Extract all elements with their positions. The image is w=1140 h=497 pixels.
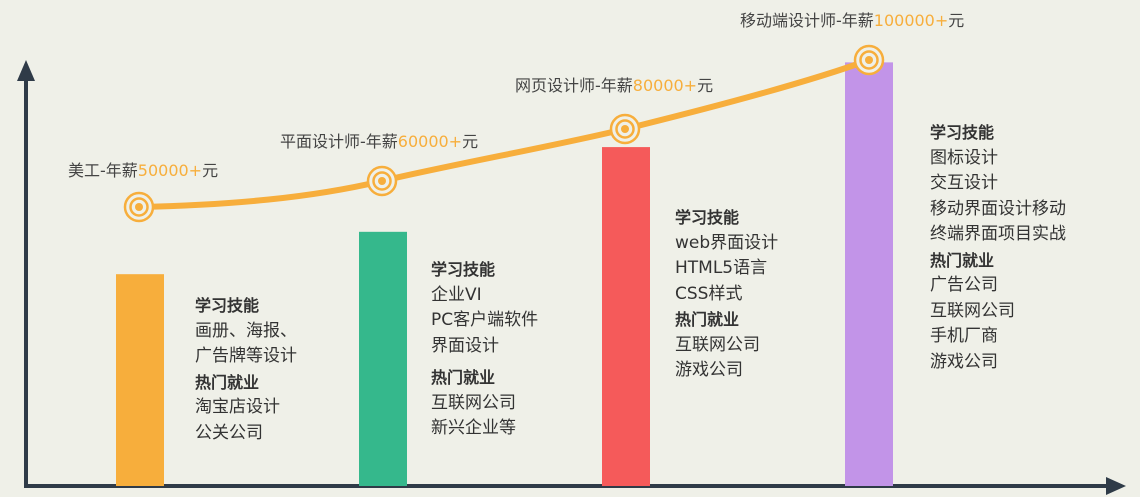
salary-point-1 [123,191,155,223]
job-item: 互联网公司 [930,300,1015,321]
job-item: 互联网公司 [431,392,516,413]
salary-unit: 元 [462,132,479,151]
job-item: 公关公司 [195,422,263,443]
x-axis-arrow [1106,477,1126,495]
marker-inner-ring [129,197,149,217]
salary-label-wangye: 网页设计师-年薪80000+元 [515,72,713,96]
skills-heading: 学习技能 [431,260,496,279]
salary-label-meigong: 美工-年薪50000+元 [68,157,218,181]
salary-point-2 [366,165,398,197]
jobs-heading: 热门就业 [930,250,995,270]
info-column-meigong: 学习技能 画册、海报、 广告牌等设计 热门就业 淘宝店设计 公关公司 [195,293,297,446]
skill-item: 画册、海报、 [195,320,297,341]
job-item: 广告公司 [930,275,998,295]
skill-item: 广告牌等设计 [195,346,297,366]
marker-dot [135,203,143,211]
skill-item: 交互设计 [930,173,998,193]
salary-point-3 [609,113,641,145]
marker-dot [865,56,873,64]
y-axis-arrow [17,60,35,81]
info-column-wangye: 学习技能 web界面设计 HTML5语言 CSS样式 热门就业 互联网公司 游戏… [675,205,778,384]
skills-heading: 学习技能 [675,208,740,227]
salary-unit: 元 [697,76,714,95]
salary-amount: 60000+ [397,132,463,151]
job-item: 游戏公司 [930,351,998,372]
skill-item: 界面设计 [431,335,499,356]
bar-3 [602,147,650,486]
skill-item: CSS样式 [675,283,743,304]
info-column-yidong: 学习技能 图标设计 交互设计 移动界面设计移动 终端界面项目实战 热门就业 广告… [930,120,1066,375]
salary-amount: 80000+ [632,76,698,95]
jobs-heading: 热门就业 [195,372,260,392]
salary-unit: 元 [202,161,219,180]
salary-title: 网页设计师-年薪 [515,76,633,95]
salary-title: 平面设计师-年薪 [280,132,398,151]
skill-item: 移动界面设计移动 [930,198,1066,219]
job-item: 手机厂商 [930,326,998,346]
marker-dot [621,125,629,133]
skill-item: PC客户端软件 [431,310,539,330]
skill-item: 企业VI [431,284,482,305]
jobs-heading: 热门就业 [431,368,496,387]
skill-item: 终端界面项目实战 [930,224,1066,244]
skills-heading: 学习技能 [930,123,995,142]
salary-title: 美工-年薪 [68,161,138,180]
salary-amount: 50000+ [137,161,203,180]
skill-item: 图标设计 [930,147,998,168]
skill-item: HTML5语言 [675,258,768,278]
job-item: 游戏公司 [675,360,743,380]
marker-dot [378,177,386,185]
job-item: 互联网公司 [675,334,760,355]
bar-2 [359,231,407,486]
skills-heading: 学习技能 [195,296,260,315]
bar-1 [116,274,164,486]
marker-inner-ring [859,50,879,70]
marker-inner-ring [372,171,392,191]
salary-trend-line [136,57,872,210]
job-item: 新兴企业等 [431,418,516,438]
salary-point-4 [853,44,885,76]
marker-inner-ring [615,119,635,139]
skill-item: web界面设计 [675,232,779,253]
salary-label-yidong: 移动端设计师-年薪100000+元 [740,7,964,31]
jobs-heading: 热门就业 [675,310,740,329]
salary-unit: 元 [948,11,965,30]
job-item: 淘宝店设计 [195,397,280,417]
bar-4 [845,62,893,486]
salary-amount: 100000+ [873,11,949,30]
info-column-pingmian: 学习技能 企业VI PC客户端软件 界面设计 热门就业 互联网公司 新兴企业等 [431,257,538,442]
salary-title: 移动端设计师-年薪 [740,11,874,30]
salary-label-pingmian: 平面设计师-年薪60000+元 [280,128,478,152]
